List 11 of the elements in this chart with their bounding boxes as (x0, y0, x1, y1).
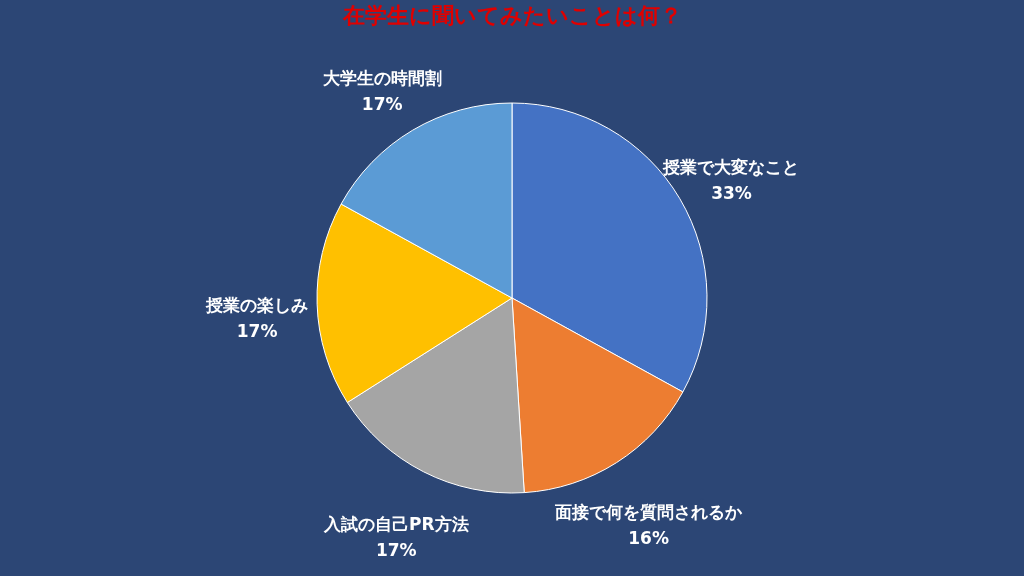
data-label: 16% (628, 528, 669, 549)
data-label: 17% (236, 321, 278, 342)
slice-label: 入試の自己PR方法 (322, 514, 469, 535)
slice-label: 授業の楽しみ (205, 295, 309, 316)
data-label: 17% (361, 93, 403, 114)
data-label: 17% (375, 540, 417, 561)
chart-title: 在学生に聞いてみたいことは何？ (341, 3, 682, 28)
slice-label: 大学生の時間割 (322, 67, 442, 88)
slice-label: 授業で大変なこと (662, 157, 800, 178)
slice-label: 面接で何を質問されるか (554, 502, 744, 523)
data-label: 33% (711, 183, 752, 204)
